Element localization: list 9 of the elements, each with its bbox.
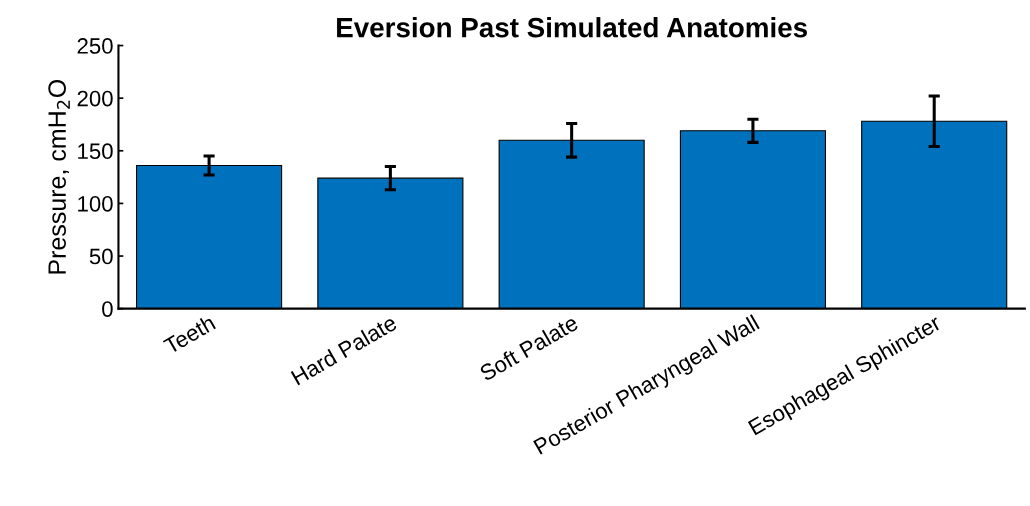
y-tick-label: 50 — [89, 248, 113, 265]
y-tick-label: 250 — [77, 38, 113, 54]
x-tick-label: Teeth — [162, 314, 217, 355]
y-tick-label: 0 — [102, 301, 113, 317]
y-tick-label: 150 — [78, 143, 113, 160]
y-tick-label: 200 — [77, 90, 113, 107]
chart-title: Eversion Past Simulated Anatomies — [337, 17, 807, 38]
y-axis-title: Pressure, cmH$_{2}$O — [48, 79, 70, 274]
y-tick-label: 100 — [78, 195, 113, 212]
